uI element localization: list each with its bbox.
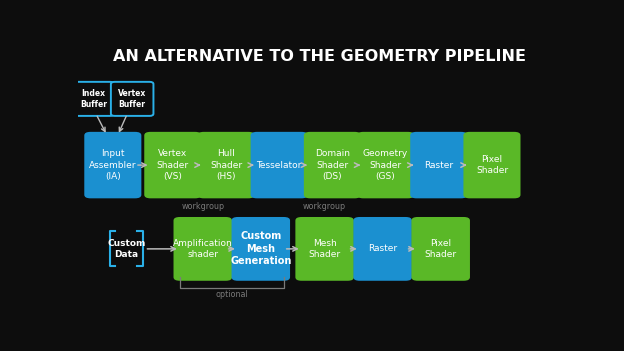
FancyBboxPatch shape <box>197 132 255 198</box>
Text: Pixel
Shader: Pixel Shader <box>425 239 457 259</box>
FancyBboxPatch shape <box>411 217 470 281</box>
FancyBboxPatch shape <box>111 82 154 116</box>
Text: Input
Assembler
(IA): Input Assembler (IA) <box>89 150 137 181</box>
FancyBboxPatch shape <box>232 217 290 281</box>
FancyBboxPatch shape <box>357 132 414 198</box>
Text: Vertex
Shader
(VS): Vertex Shader (VS) <box>157 150 189 181</box>
Text: workgroup: workgroup <box>303 202 346 211</box>
Text: Amplification
shader: Amplification shader <box>173 239 233 259</box>
Text: workgroup: workgroup <box>181 202 225 211</box>
FancyBboxPatch shape <box>173 217 232 281</box>
FancyBboxPatch shape <box>73 82 114 116</box>
Text: AN ALTERNATIVE TO THE GEOMETRY PIPELINE: AN ALTERNATIVE TO THE GEOMETRY PIPELINE <box>114 49 526 65</box>
Text: Tesselator: Tesselator <box>256 161 302 170</box>
FancyBboxPatch shape <box>251 132 308 198</box>
FancyBboxPatch shape <box>84 132 142 198</box>
FancyBboxPatch shape <box>353 217 412 281</box>
Text: Pixel
Shader: Pixel Shader <box>476 155 508 175</box>
Text: optional: optional <box>215 290 248 298</box>
Text: Hull
Shader
(HS): Hull Shader (HS) <box>210 150 242 181</box>
FancyBboxPatch shape <box>410 132 467 198</box>
Text: Raster: Raster <box>368 244 397 253</box>
Text: Mesh
Shader: Mesh Shader <box>309 239 341 259</box>
Text: Index
Buffer: Index Buffer <box>80 89 107 108</box>
Text: Domain
Shader
(DS): Domain Shader (DS) <box>315 150 350 181</box>
Text: Custom
Mesh
Generation: Custom Mesh Generation <box>230 231 291 266</box>
Text: Raster: Raster <box>424 161 453 170</box>
Text: Custom
Data: Custom Data <box>107 239 145 259</box>
Text: Vertex
Buffer: Vertex Buffer <box>118 89 146 108</box>
FancyBboxPatch shape <box>304 132 361 198</box>
FancyBboxPatch shape <box>295 217 354 281</box>
Text: Geometry
Shader
(GS): Geometry Shader (GS) <box>363 150 408 181</box>
FancyBboxPatch shape <box>144 132 202 198</box>
FancyBboxPatch shape <box>464 132 520 198</box>
